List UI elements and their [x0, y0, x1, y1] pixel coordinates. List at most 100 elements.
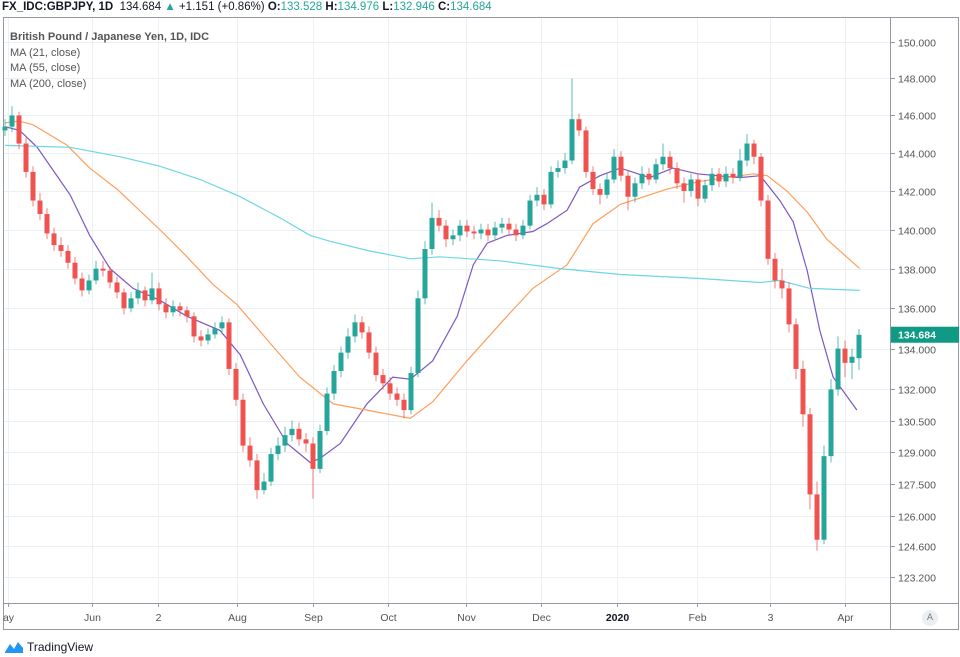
candle-body [107, 270, 113, 283]
candle-down [37, 192, 43, 220]
candle-body [597, 189, 603, 195]
candle-body [254, 460, 260, 491]
candle-body [79, 278, 85, 291]
time-axis[interactable]: ay Jun 2 Aug Sep Oct Nov Dec 2020 Feb 3 Apr [3, 603, 854, 624]
candle-body [394, 393, 400, 400]
candle-body [373, 352, 379, 376]
candle-up [534, 187, 540, 207]
candle-up [275, 437, 281, 461]
candle-body [723, 173, 729, 182]
candle-up [688, 173, 694, 197]
auto-scale-button[interactable]: A [922, 610, 938, 626]
candle-body [58, 245, 64, 251]
candle-down [618, 151, 624, 182]
candle-body [177, 306, 183, 311]
legend-ma21[interactable]: MA (21, close) [10, 46, 81, 59]
legend-ma200[interactable]: MA (200, close) [10, 77, 87, 90]
candle-body [639, 173, 645, 184]
symbol-label[interactable]: FX_IDC:GBPJPY, 1D [2, 1, 114, 13]
price-axis[interactable]: 150.000 148.000 146.000 144.000 142.000 140.0… [890, 38, 936, 585]
candle-down [730, 168, 736, 184]
candle-down [79, 272, 85, 297]
candle-down [695, 173, 701, 207]
candle-down [296, 422, 302, 446]
x-tick-label: 2020 [606, 612, 630, 624]
candle-body [149, 288, 155, 301]
candle-up [478, 223, 484, 240]
y-tick-label: 138.000 [898, 265, 936, 277]
candle-body [499, 223, 505, 228]
candle-down [51, 227, 57, 251]
candle-down [247, 437, 253, 467]
y-tick-label: 127.500 [898, 480, 936, 492]
y-tick-label: 142.000 [898, 187, 936, 199]
tradingview-logo-text[interactable]: TradingView [27, 640, 94, 654]
candle-body [688, 179, 694, 191]
candle-body [422, 249, 428, 299]
candle-down [485, 223, 491, 242]
legend-ma55[interactable]: MA (55, close) [10, 62, 81, 74]
candle-down [667, 151, 673, 174]
candle-down [30, 166, 36, 207]
candle-body [779, 280, 785, 289]
candle-body [541, 194, 547, 205]
x-tick-label: ay [3, 612, 15, 624]
moving-average-line [4, 144, 860, 291]
candle-body [611, 156, 617, 180]
candle-body [695, 179, 701, 199]
last-price-text: 134.684 [898, 330, 936, 342]
moving-average-line [4, 120, 861, 420]
candle-body [506, 223, 512, 230]
candle-up [2, 119, 8, 137]
candle-body [814, 494, 820, 540]
candle-body [289, 428, 295, 436]
candle-body [359, 322, 365, 333]
candle-up [282, 426, 288, 452]
candle-body [450, 235, 456, 240]
candle-down [310, 437, 316, 499]
candle-body [324, 393, 330, 431]
candle-body [296, 428, 302, 440]
candle-down [583, 126, 589, 178]
last-price-label: 134.684 [891, 326, 959, 343]
candle-up [457, 219, 463, 242]
legend-title[interactable]: British Pound / Japanese Yen, 1D, IDC [10, 31, 210, 43]
candle-up [856, 328, 862, 371]
candle-body [86, 280, 92, 291]
candle-body [184, 310, 190, 317]
y-tick-label: 132.000 [898, 385, 936, 397]
candle-body [37, 200, 43, 215]
candle-up [352, 314, 358, 343]
candle-body [429, 217, 435, 250]
candle-body [716, 173, 722, 182]
candle-body [555, 168, 561, 172]
candle-down [44, 208, 50, 240]
x-tick-label: 3 [768, 612, 774, 624]
candle-up [660, 143, 666, 170]
candle-body [562, 160, 568, 169]
candle-down [814, 481, 820, 551]
candle-body [646, 173, 652, 180]
x-tick-label: Aug [228, 612, 247, 624]
candle-down [394, 387, 400, 406]
tradingview-logo-icon [5, 642, 23, 653]
candle-down [387, 377, 393, 400]
candle-body [345, 336, 351, 353]
candle-body [569, 119, 575, 161]
low-label: L: [382, 1, 394, 13]
candle-up [604, 173, 610, 199]
candle-body [247, 445, 253, 461]
last-price-box [891, 326, 959, 343]
candle-up [828, 379, 834, 463]
candle-body [121, 292, 127, 309]
candle-down [114, 276, 120, 299]
y-tick-label: 130.500 [898, 417, 936, 429]
candle-up [520, 219, 526, 240]
candle-up [86, 274, 92, 295]
candle-body [51, 233, 57, 246]
candle-up [849, 348, 855, 380]
candle-body [261, 481, 267, 491]
candle-body [842, 348, 848, 363]
candle-body [331, 370, 337, 394]
